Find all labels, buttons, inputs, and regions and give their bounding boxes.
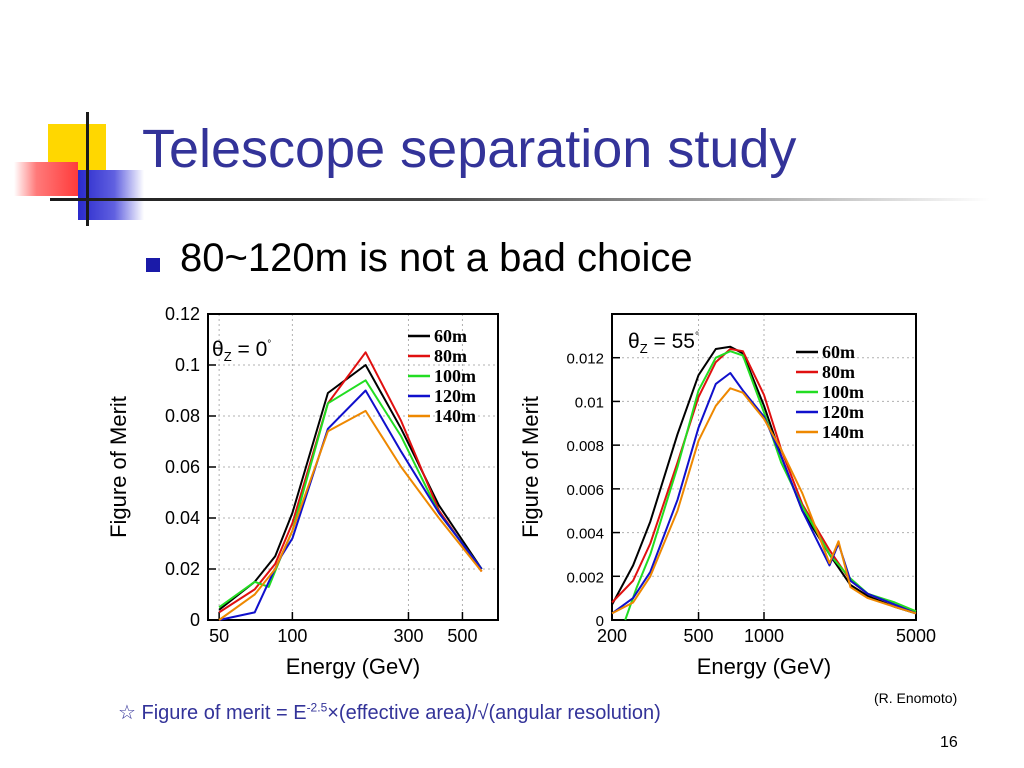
chart2-y-tick-label: 0.01 — [575, 394, 604, 411]
chart2-x-tick-label: 200 — [597, 626, 627, 646]
chart1-legend-label-80m: 80m — [434, 346, 467, 366]
chart2-y-tick-label: 0.012 — [566, 351, 604, 368]
chart2-x-tick-label: 500 — [684, 626, 714, 646]
chart1-series-line-140m — [218, 409, 483, 621]
chart2-y-axis-label: Figure of Merit — [518, 396, 543, 538]
chart1-y-tick-label: 0.1 — [175, 355, 200, 375]
chart2-series-line-120m — [611, 372, 917, 615]
chart1-legend-label-100m: 100m — [434, 366, 476, 386]
chart1-y-tick-label: 0.04 — [165, 508, 200, 528]
bullet-text: 80~120m is not a bad choice — [180, 236, 693, 280]
decor-vertical-line — [86, 112, 89, 226]
decor-blue-square — [78, 170, 144, 220]
chart2-y-tick-label: 0.008 — [566, 438, 604, 455]
chart2-series-line-140m — [611, 387, 917, 615]
chart1-legend-label-120m: 120m — [434, 386, 476, 406]
chart2-zenith-annotation: θZ = 55° — [628, 330, 699, 356]
chart2-x-tick-label: 1000 — [744, 626, 784, 646]
chart2-y-tick-label: 0.006 — [566, 482, 604, 499]
chart1-y-tick-label: 0 — [190, 610, 200, 630]
chart2-y-tick-label: 0.002 — [566, 569, 604, 586]
footnote-suffix: ×(effective area)/√(angular resolution) — [327, 702, 661, 724]
slide-title: Telescope separation study — [142, 119, 797, 179]
chart1-x-tick-label: 500 — [447, 626, 477, 646]
chart2-x-tick-label: 5000 — [896, 626, 936, 646]
chart1-legend-label-60m: 60m — [434, 326, 467, 346]
decor-red-square — [14, 162, 78, 196]
chart2-legend-label-60m: 60m — [822, 342, 855, 362]
footnote-exponent: -2.5 — [306, 700, 328, 715]
chart2-y-tick-label: 0.004 — [566, 526, 604, 543]
footnote: ☆ Figure of merit = E-2.5×(effective are… — [118, 700, 661, 725]
title-underline — [50, 198, 990, 201]
page-number: 16 — [940, 734, 958, 751]
chart2-legend-label-140m: 140m — [822, 422, 864, 442]
chart2-legend-label-120m: 120m — [822, 402, 864, 422]
star-icon: ☆ — [118, 702, 136, 724]
chart2-y-tick-label: 0 — [596, 613, 604, 630]
chart1-y-tick-label: 0.12 — [165, 304, 200, 324]
chart2-x-axis-label: Energy (GeV) — [697, 654, 832, 679]
chart1-y-tick-label: 0.02 — [165, 559, 200, 579]
credit: (R. Enomoto) — [874, 690, 958, 706]
chart1-x-tick-label: 100 — [277, 626, 307, 646]
chart1-y-axis-label: Figure of Merit — [106, 396, 131, 538]
chart2-series-line-60m — [611, 345, 917, 615]
bullet-marker — [146, 258, 160, 272]
chart1-x-tick-label: 300 — [393, 626, 423, 646]
chart1-x-tick-label: 50 — [209, 626, 229, 646]
chart1-legend-label-140m: 140m — [434, 406, 476, 426]
chart1-x-axis-label: Energy (GeV) — [286, 654, 421, 679]
chart2-legend-label-100m: 100m — [822, 382, 864, 402]
chart1-y-tick-label: 0.08 — [165, 406, 200, 426]
footnote-prefix: Figure of merit = E — [135, 702, 307, 724]
chart1-zenith-annotation: θZ = 0° — [212, 338, 271, 364]
chart1-y-tick-label: 0.06 — [165, 457, 200, 477]
chart2-legend-label-80m: 80m — [822, 362, 855, 382]
